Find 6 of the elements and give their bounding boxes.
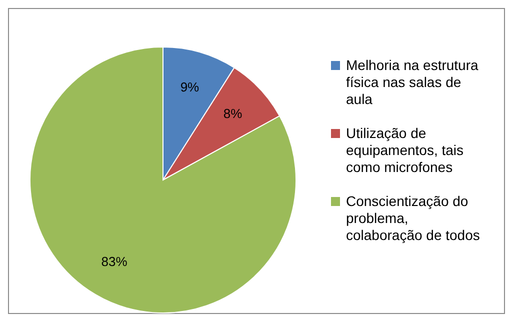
- legend-label: Conscientização do problema, colaboração de todos: [346, 193, 480, 243]
- legend-label: Utilização de equipamentos, tais como microfones: [346, 125, 464, 175]
- data-label: 83%: [101, 254, 128, 269]
- data-label: 8%: [223, 106, 243, 121]
- data-label: 9%: [180, 79, 200, 94]
- legend-label: Melhoria na estrutura física nas salas de aula: [346, 57, 479, 107]
